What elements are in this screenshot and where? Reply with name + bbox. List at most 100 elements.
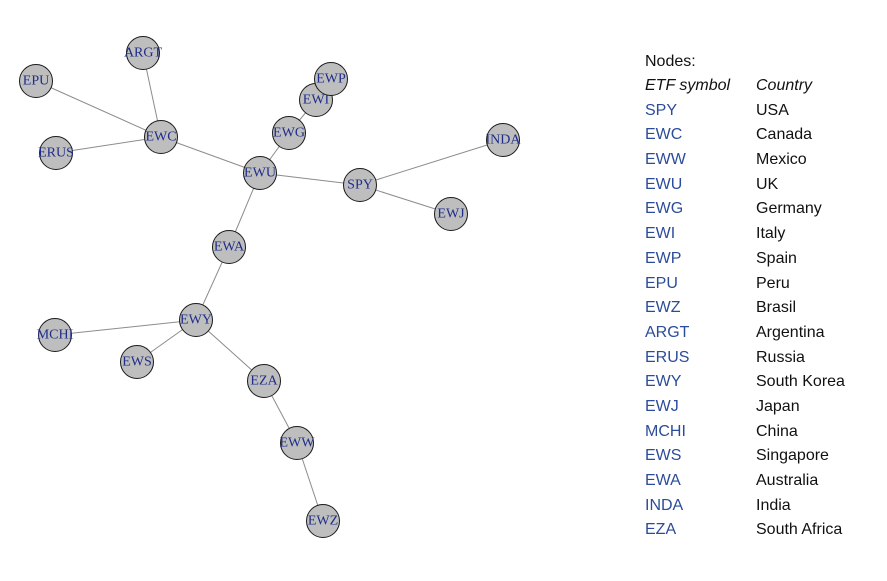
legend-row: INDA India <box>645 494 885 519</box>
legend-country: India <box>756 496 791 514</box>
legend-header: ETF symbol Country <box>645 74 885 99</box>
legend-country: Brasil <box>756 299 797 317</box>
legend-country: South Africa <box>756 521 843 539</box>
legend-symbol: ARGT <box>645 323 690 341</box>
edge-ewy-mchi <box>54 319 197 336</box>
node-circle <box>144 120 178 154</box>
legend-row: ARGT Argentina <box>645 321 885 346</box>
node-circle <box>243 156 277 190</box>
legend-country: Mexico <box>756 151 807 169</box>
edge-ewc-ewu <box>160 136 261 174</box>
legend-row: EWZ Brasil <box>645 296 885 321</box>
node-circle <box>272 116 306 150</box>
edge-erus-ewc <box>55 136 162 154</box>
node-label: INDA <box>486 133 522 148</box>
legend-country: Peru <box>756 274 790 292</box>
legend-country: Australia <box>756 472 819 489</box>
legend-row: EWC Canada <box>645 123 885 148</box>
node-label: EWC <box>145 130 176 145</box>
node-label: EWS <box>122 355 152 370</box>
node-circle <box>434 197 468 231</box>
node-ewy: EWY <box>179 303 213 337</box>
legend-symbol: INDA <box>645 496 684 514</box>
legend-country: Spain <box>756 249 797 267</box>
legend-header-country: Country <box>756 77 813 94</box>
node-ewj: EWJ <box>434 197 468 231</box>
node-circle <box>38 318 72 352</box>
node-label: EWG <box>273 126 305 141</box>
legend-row: EPU Peru <box>645 272 885 297</box>
legend-symbol: SPY <box>645 101 678 119</box>
node-inda: INDA <box>486 123 522 157</box>
node-ewu: EWU <box>243 156 277 190</box>
legend-symbol: EWP <box>645 249 682 267</box>
node-circle <box>39 136 73 170</box>
legend-row: EWI Italy <box>645 222 885 247</box>
node-label: EZA <box>250 374 278 389</box>
legend-row: EWJ Japan <box>645 395 885 420</box>
legend-symbol: EWG <box>645 200 684 218</box>
legend-country: Argentina <box>756 323 825 341</box>
node-circle <box>280 426 314 460</box>
legend-row: EWW Mexico <box>645 148 885 173</box>
node-circle <box>126 36 160 70</box>
node-mchi: MCHI <box>37 318 74 352</box>
node-erus: ERUS <box>38 136 74 170</box>
node-eza: EZA <box>247 364 281 398</box>
node-circle <box>306 504 340 538</box>
node-label: ERUS <box>38 146 74 161</box>
legend-country: UK <box>756 175 779 193</box>
node-label: EWP <box>316 72 346 87</box>
node-label: ARGT <box>124 46 163 61</box>
legend-title: Nodes: <box>645 53 696 70</box>
legend-country: USA <box>756 101 789 119</box>
legend-row: EWP Spain <box>645 247 885 272</box>
network-graph: SPY EWC EWW EWU EWG EWI EWP EPU EWZ ARGT ERUS EWY EW… <box>19 36 522 538</box>
node-epu: EPU <box>19 64 53 98</box>
legend-country: Germany <box>756 200 822 218</box>
node-circle <box>212 230 246 264</box>
legend-symbol: EWW <box>645 151 686 169</box>
legend-symbol: EWC <box>645 126 683 144</box>
legend-row: EWA Australia <box>645 469 885 494</box>
node-circle <box>343 168 377 202</box>
legend-row: EWS Singapore <box>645 444 885 469</box>
node-eww: EWW <box>280 426 316 460</box>
edge-spy-inda <box>359 139 504 186</box>
node-label: MCHI <box>37 328 74 343</box>
node-ews: EWS <box>120 345 154 379</box>
legend-row: EWY South Korea <box>645 370 885 395</box>
legend-row: MCHI China <box>645 420 885 445</box>
legend-rows: SPY USA EWC Canada EWW Mexico EWU UK EWG Germany E… <box>645 99 885 543</box>
node-label: EWA <box>214 240 245 255</box>
legend-row: SPY USA <box>645 99 885 124</box>
legend-symbol: ERUS <box>645 348 690 366</box>
node-circle <box>120 345 154 379</box>
legend-symbol: EWJ <box>645 397 679 415</box>
node-label: EWZ <box>308 514 338 529</box>
legend-country: Canada <box>756 126 813 144</box>
legend-symbol: EWZ <box>645 299 681 317</box>
legend-row: EWU UK <box>645 173 885 198</box>
legend-row: ERUS Russia <box>645 346 885 371</box>
legend-symbol: EWS <box>645 447 682 465</box>
legend-symbol: MCHI <box>645 422 686 440</box>
legend-symbol: EWU <box>645 175 683 193</box>
graph-edges <box>35 52 504 522</box>
node-label: EWU <box>244 166 276 181</box>
legend-symbol: EWA <box>645 472 681 489</box>
legend-header-symbol: ETF symbol <box>645 77 731 94</box>
node-label: EWJ <box>437 207 465 222</box>
edge-epu-ewc <box>35 80 162 138</box>
node-label: EWW <box>280 436 316 451</box>
legend-country: Russia <box>756 348 805 366</box>
node-spy: SPY <box>343 168 377 202</box>
node-ewa: EWA <box>212 230 246 264</box>
legend-symbol: EWY <box>645 373 682 391</box>
node-label: EWY <box>180 313 212 328</box>
node-ewc: EWC <box>144 120 178 154</box>
node-label: EPU <box>23 74 49 89</box>
graph-nodes: SPY EWC EWW EWU EWG EWI EWP EPU EWZ ARGT ERUS EWY EW… <box>19 36 522 538</box>
node-label: EWI <box>303 93 330 108</box>
node-circle <box>486 123 520 157</box>
